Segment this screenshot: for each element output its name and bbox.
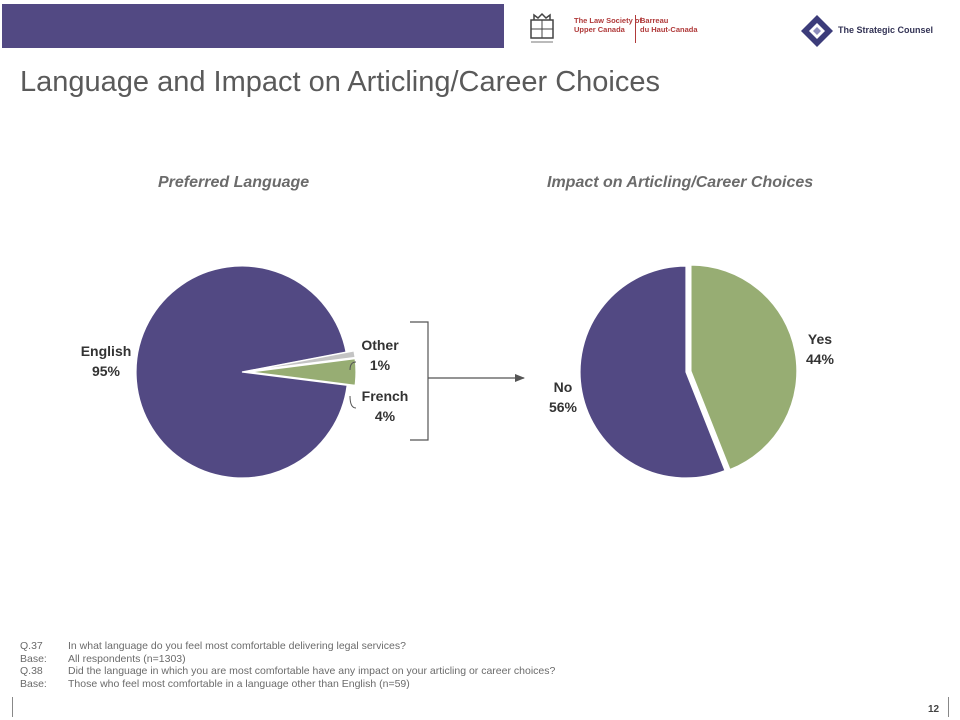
strategic-counsel-name: The Strategic Counsel [838, 25, 934, 35]
barreau-name: Barreau du Haut-Canada [640, 16, 698, 34]
french-leader-line [349, 395, 357, 409]
footnote-row: Q.38 Did the language in which you are mo… [20, 665, 556, 677]
law-society-crest-icon [530, 12, 554, 43]
other-leader-line [349, 361, 357, 371]
corner-line-left [12, 697, 13, 717]
label-other: Other [361, 337, 399, 353]
pie-preferred-language [135, 265, 357, 479]
label-yes: Yes [808, 331, 832, 347]
header-bar [2, 4, 504, 48]
pie-slice-no [579, 265, 726, 479]
label-english: English [81, 343, 132, 359]
pie-slice-french [249, 358, 357, 386]
value-other: 1% [370, 357, 391, 373]
label-french: French [362, 388, 409, 404]
chart-title-impact: Impact on Articling/Career Choices [547, 174, 814, 191]
value-no: 56% [549, 399, 578, 415]
footnote-row: Q.37 In what language do you feel most co… [20, 640, 406, 652]
label-no: No [554, 379, 573, 395]
pie-impact [579, 264, 798, 479]
pie-slice-english [135, 265, 348, 479]
page-number: 12 [928, 704, 940, 715]
corner-line-right [948, 697, 949, 717]
strategic-counsel-logo-icon [801, 15, 833, 47]
law-society-name: The Law Society of Upper Canada [574, 16, 642, 34]
value-french: 4% [375, 408, 396, 424]
value-english: 95% [92, 363, 121, 379]
footnote-row: Base: Those who feel most comfortable in … [20, 677, 410, 690]
pie-slice-yes [690, 264, 798, 471]
page-title: Language and Impact on Articling/Career … [20, 66, 660, 98]
chart-title-preferred-language: Preferred Language [158, 174, 310, 191]
pie-slice-other [249, 350, 356, 372]
logo-divider [635, 15, 636, 43]
footnotes: Q.37 In what language do you feel most co… [20, 640, 555, 690]
bracket [410, 321, 429, 441]
value-yes: 44% [806, 351, 835, 367]
footnote-row: Base: All respondents (n=1303) [20, 652, 186, 665]
